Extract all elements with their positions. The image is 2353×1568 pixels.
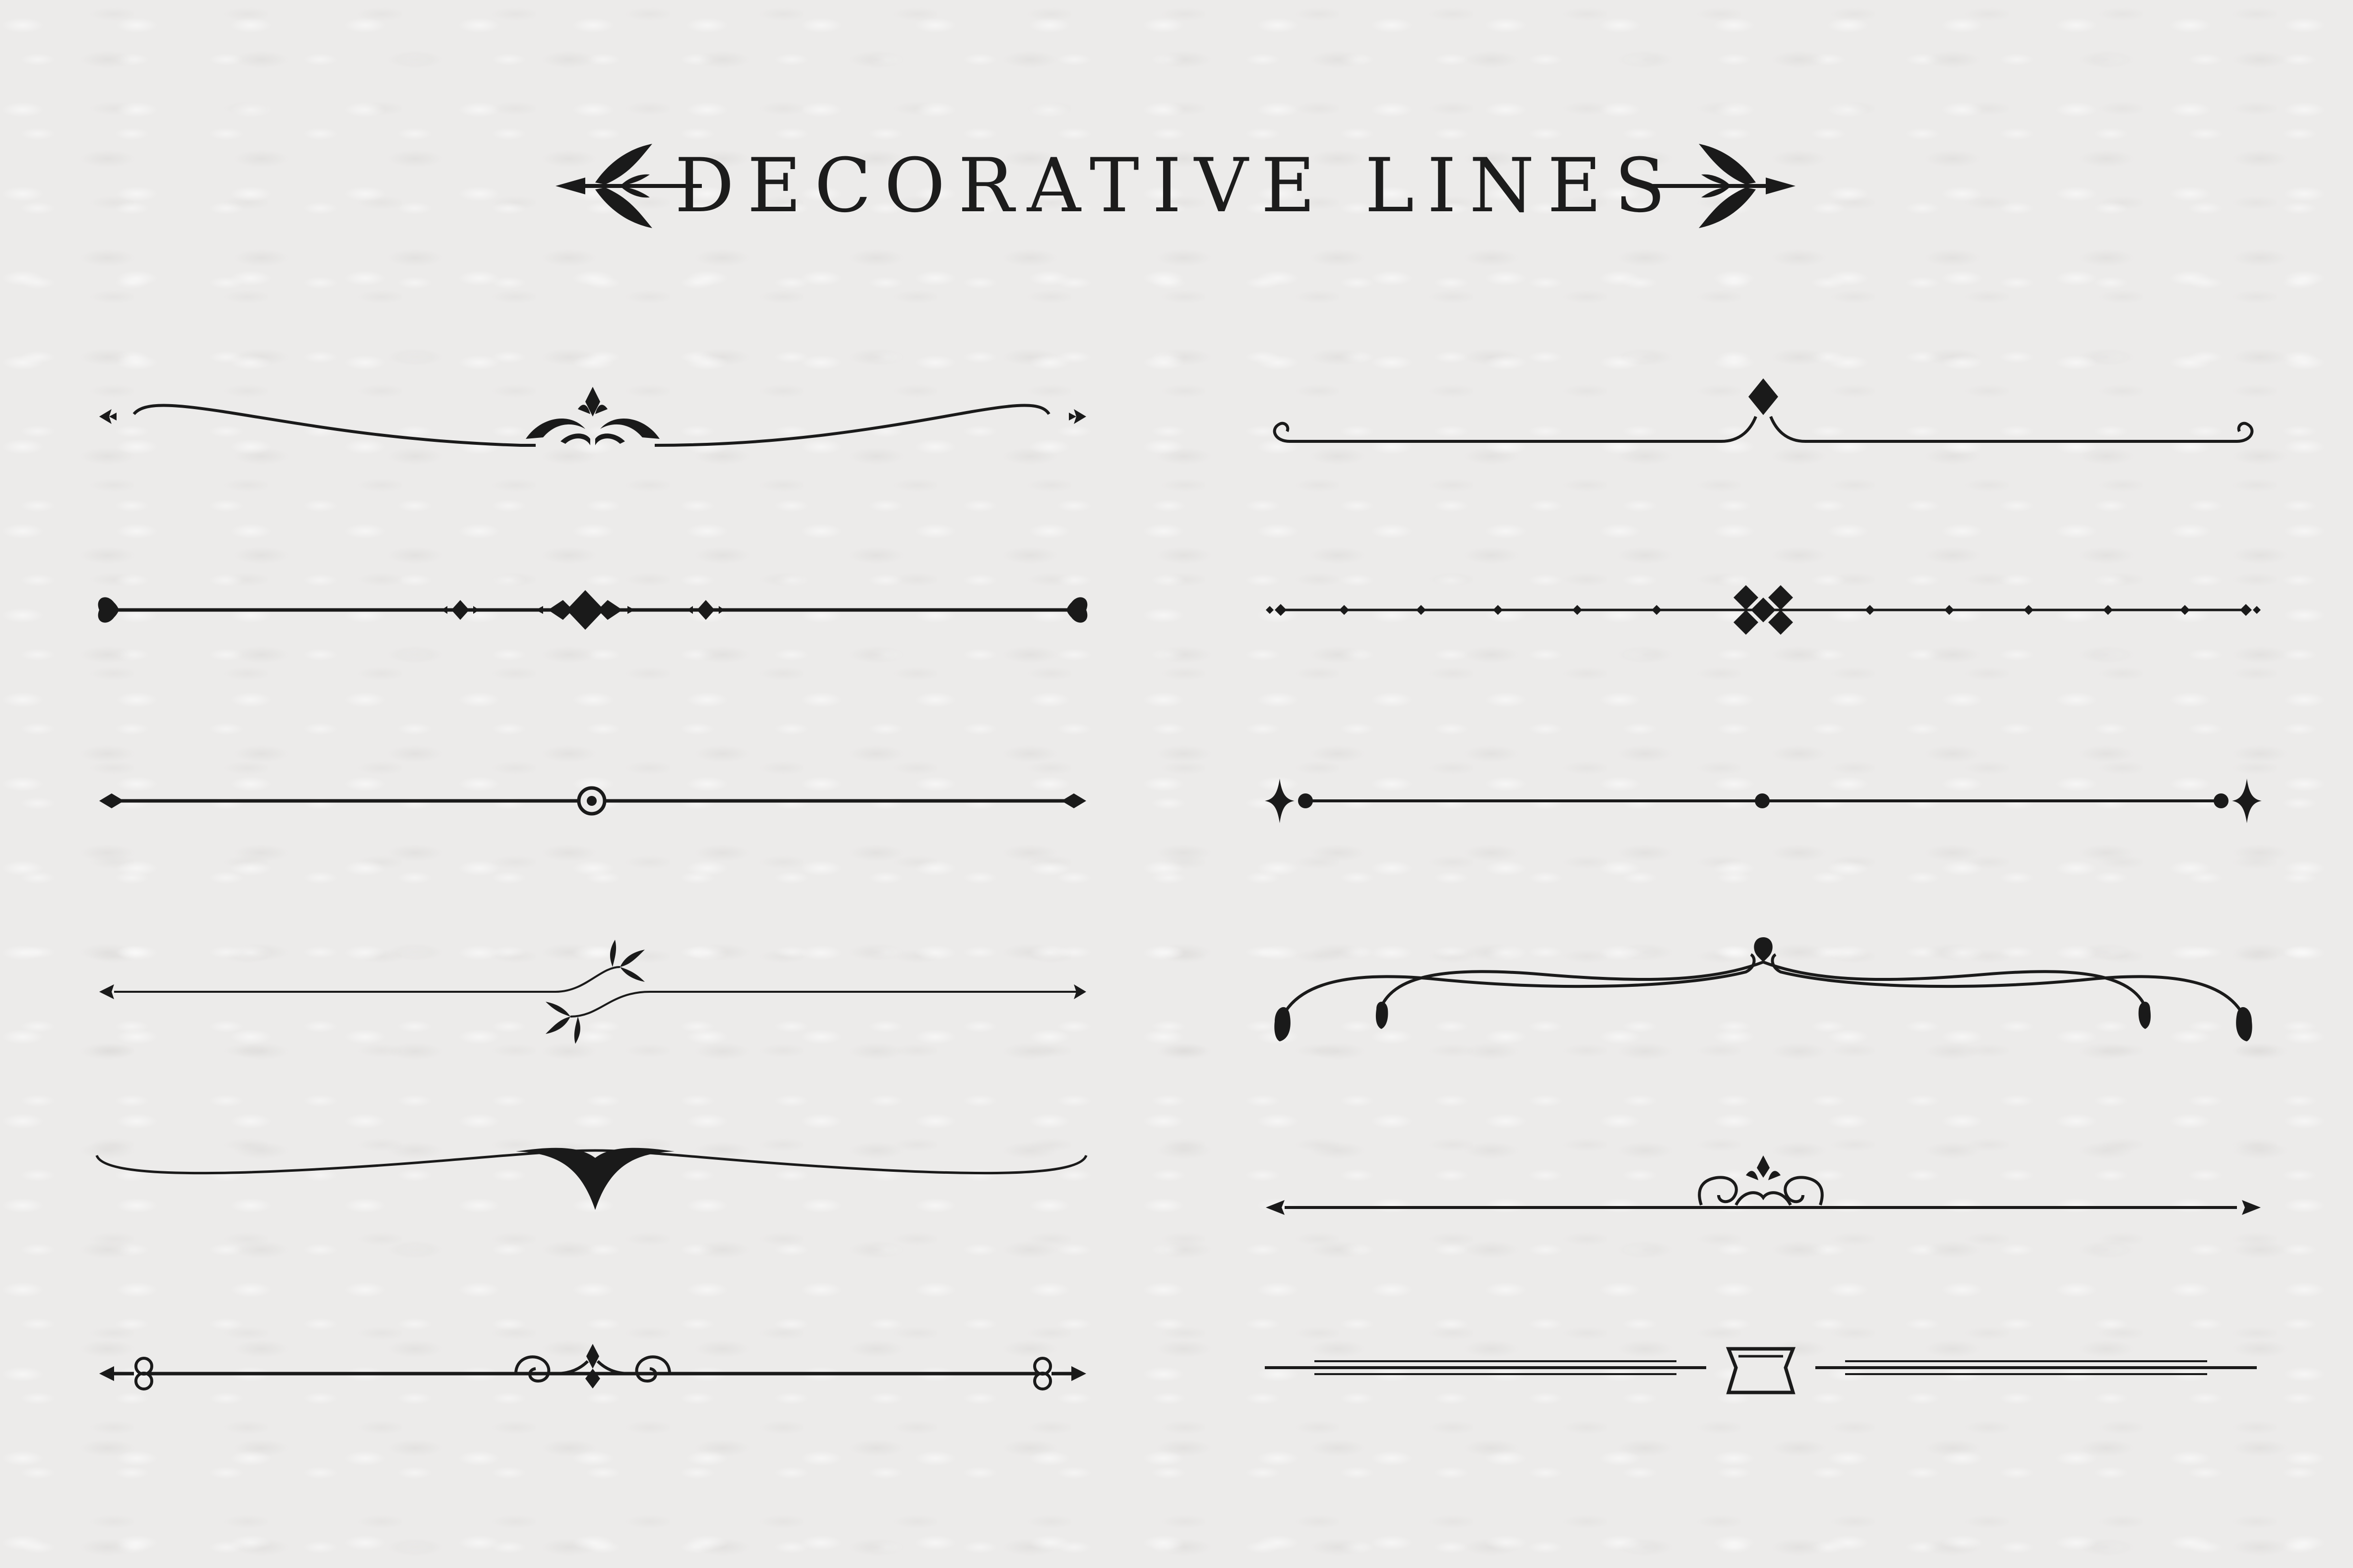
left-fleuron-icon xyxy=(556,144,702,228)
diamond-arch-divider xyxy=(1273,378,2254,443)
circle-center-divider xyxy=(99,786,1086,816)
scroll-key-divider xyxy=(99,1344,1086,1390)
swash-crown-divider xyxy=(99,387,1086,447)
split-leaf-divider xyxy=(99,940,1086,1044)
ribbon-double-rule-divider xyxy=(1265,1347,2257,1394)
heart-diamond-divider xyxy=(98,590,1088,630)
tapered-swoop-divider xyxy=(95,1147,1088,1210)
swirl-crown-arrow-divider xyxy=(1266,1155,2261,1215)
right-fleuron-icon xyxy=(1649,144,1796,228)
teardrop-swag-divider xyxy=(1274,937,2252,1041)
diamond-cluster-dotted-divider xyxy=(1266,585,2261,635)
page-title: DECORATIVE LINES xyxy=(675,143,1678,229)
dot-star-divider xyxy=(1265,779,2262,823)
